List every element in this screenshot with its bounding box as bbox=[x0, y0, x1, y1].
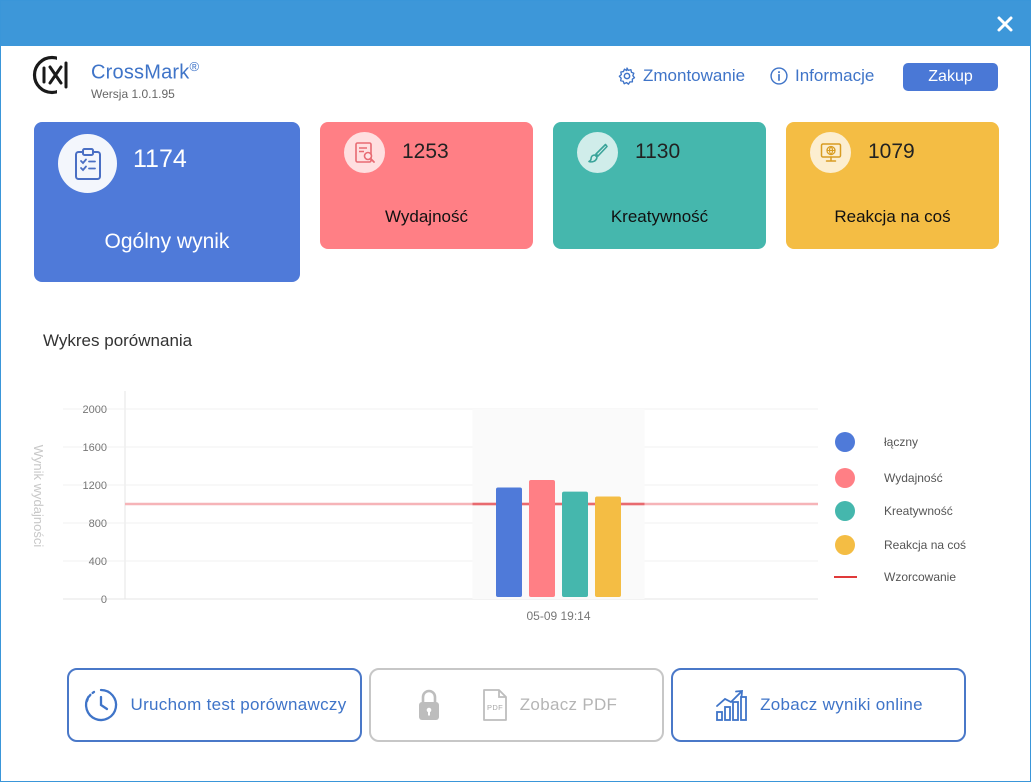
legend-label-2: Wydajność bbox=[884, 471, 943, 485]
y-tick-label: 2000 bbox=[83, 404, 107, 416]
creativity-label: Kreatywność bbox=[610, 207, 709, 226]
globe-monitor-icon bbox=[820, 142, 841, 162]
overall-score: 1174 bbox=[133, 145, 187, 173]
y-axis-label: Wynik wydajności bbox=[31, 445, 46, 548]
y-tick-label: 800 bbox=[89, 518, 107, 530]
creativity-score-card: 1130 Kreatywność bbox=[553, 122, 766, 249]
comparison-chart-svg: 0 400 800 1200 1600 2000 Wynik wydajności 05-09… bbox=[31, 391, 966, 623]
y-tick-label: 400 bbox=[89, 556, 107, 568]
legend-marker-2 bbox=[835, 468, 855, 488]
clipboard-icon bbox=[74, 147, 101, 180]
pdf-file-icon: PDF bbox=[482, 689, 507, 721]
legend-label-reference: Wzorcowanie bbox=[884, 570, 956, 584]
run-benchmark-label: Uruchom test porównawczy bbox=[130, 695, 347, 714]
legend-marker-4 bbox=[835, 535, 855, 555]
close-icon[interactable] bbox=[994, 13, 1016, 35]
title-bar bbox=[1, 1, 1031, 46]
y-tick-label: 1200 bbox=[83, 480, 107, 492]
reaction-label: Reakcja na coś bbox=[834, 207, 951, 226]
legend-label-4: Reakcja na coś bbox=[884, 538, 966, 552]
performance-icon-badge bbox=[344, 132, 385, 173]
view-pdf-button[interactable]: PDF Zobacz PDF bbox=[369, 668, 664, 742]
view-online-results-label: Zobacz wyniki online bbox=[760, 695, 923, 714]
history-clock-icon bbox=[84, 688, 117, 722]
overall-icon-badge bbox=[58, 134, 117, 193]
run-benchmark-button[interactable]: Uruchom test porównawczy bbox=[67, 668, 362, 742]
creativity-score: 1130 bbox=[635, 140, 681, 163]
lock-icon bbox=[418, 689, 439, 720]
reaction-icon-badge bbox=[810, 132, 851, 173]
chart-title: Wykres porównania bbox=[43, 331, 193, 350]
view-pdf-label: Zobacz PDF bbox=[519, 695, 618, 714]
brush-icon bbox=[587, 143, 608, 163]
bar-4 bbox=[595, 496, 621, 597]
reaction-score: 1079 bbox=[868, 140, 915, 163]
legend-label-3: Kreatywność bbox=[884, 504, 953, 518]
pdf-icon-text: PDF bbox=[487, 703, 503, 712]
app-version: Wersja 1.0.1.95 bbox=[91, 87, 175, 101]
mount-link[interactable]: Zmontowanie bbox=[617, 66, 745, 86]
info-label: Informacje bbox=[795, 66, 875, 85]
legend-label-1: łączny bbox=[884, 435, 918, 449]
info-icon bbox=[770, 67, 788, 85]
y-tick-label: 1600 bbox=[83, 442, 107, 454]
gear-icon bbox=[618, 67, 636, 85]
comparison-chart: 0 400 800 1200 1600 2000 Wynik wydajności 05-09… bbox=[21, 381, 1021, 631]
legend-marker-3 bbox=[835, 501, 855, 521]
view-online-results-button[interactable]: Zobacz wyniki online bbox=[671, 668, 966, 742]
overall-label: Ogólny wynik bbox=[104, 230, 230, 253]
mount-label: Zmontowanie bbox=[643, 66, 746, 85]
y-tick-label: 0 bbox=[101, 594, 107, 606]
bar-1 bbox=[496, 487, 522, 597]
performance-score-card: 1253 Wydajność bbox=[320, 122, 533, 249]
info-link[interactable]: Informacje bbox=[769, 66, 874, 86]
overall-score-card: 1174 Ogólny wynik bbox=[34, 122, 300, 282]
crossmark-logo bbox=[32, 55, 75, 95]
legend-marker-1 bbox=[835, 432, 855, 452]
performance-score: 1253 bbox=[402, 140, 449, 163]
app-name: CrossMark® bbox=[91, 59, 200, 84]
document-search-icon bbox=[354, 141, 375, 163]
bar-chart-growth-icon bbox=[716, 690, 747, 721]
buy-button[interactable]: Zakup bbox=[903, 63, 998, 91]
bar-3 bbox=[562, 491, 588, 597]
bar-2 bbox=[529, 479, 555, 597]
x-tick-label: 05-09 19:14 bbox=[526, 609, 590, 623]
performance-label: Wydajność bbox=[385, 207, 468, 226]
reaction-score-card: 1079 Reakcja na coś bbox=[786, 122, 999, 249]
creativity-icon-badge bbox=[577, 132, 618, 173]
